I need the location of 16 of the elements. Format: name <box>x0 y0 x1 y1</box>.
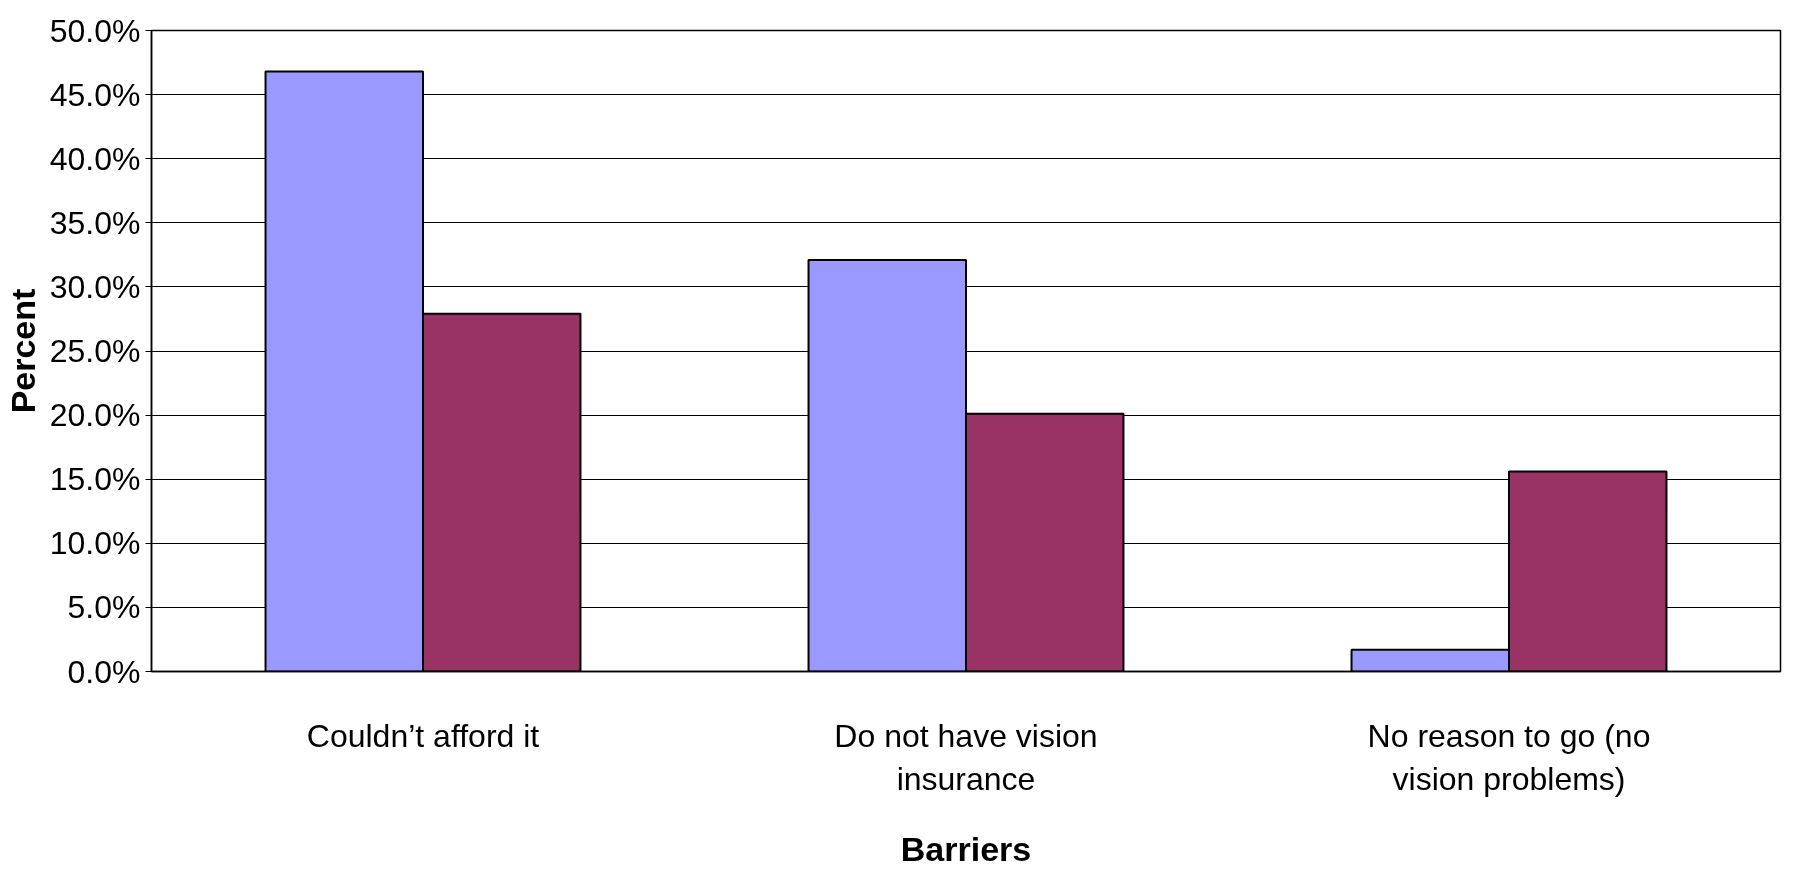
x-axis-title: Barriers <box>900 829 1032 868</box>
y-tick-label: 50.0% <box>49 12 141 49</box>
y-tick-label: 10.0% <box>49 525 141 562</box>
y-tick-label: 45.0% <box>49 76 141 113</box>
y-tick-label: 5.0% <box>67 589 141 626</box>
y-tick-label: 0.0% <box>67 653 141 690</box>
y-tick-label: 40.0% <box>49 140 141 177</box>
y-tick-label: 15.0% <box>49 461 141 498</box>
x-tick-label: Couldn’t afford it <box>306 717 540 754</box>
x-tick-label: No reason to go (no vision problems) <box>1367 717 1651 797</box>
y-tick-label: 25.0% <box>49 333 141 369</box>
y-tick-label: 35.0% <box>49 204 141 241</box>
y-tick-label: 30.0% <box>49 268 141 305</box>
y-tick-label: 20.0% <box>49 397 141 434</box>
x-tick-label: Do not have vision insurance <box>834 717 1098 797</box>
y-axis-title: Percent <box>3 288 42 414</box>
